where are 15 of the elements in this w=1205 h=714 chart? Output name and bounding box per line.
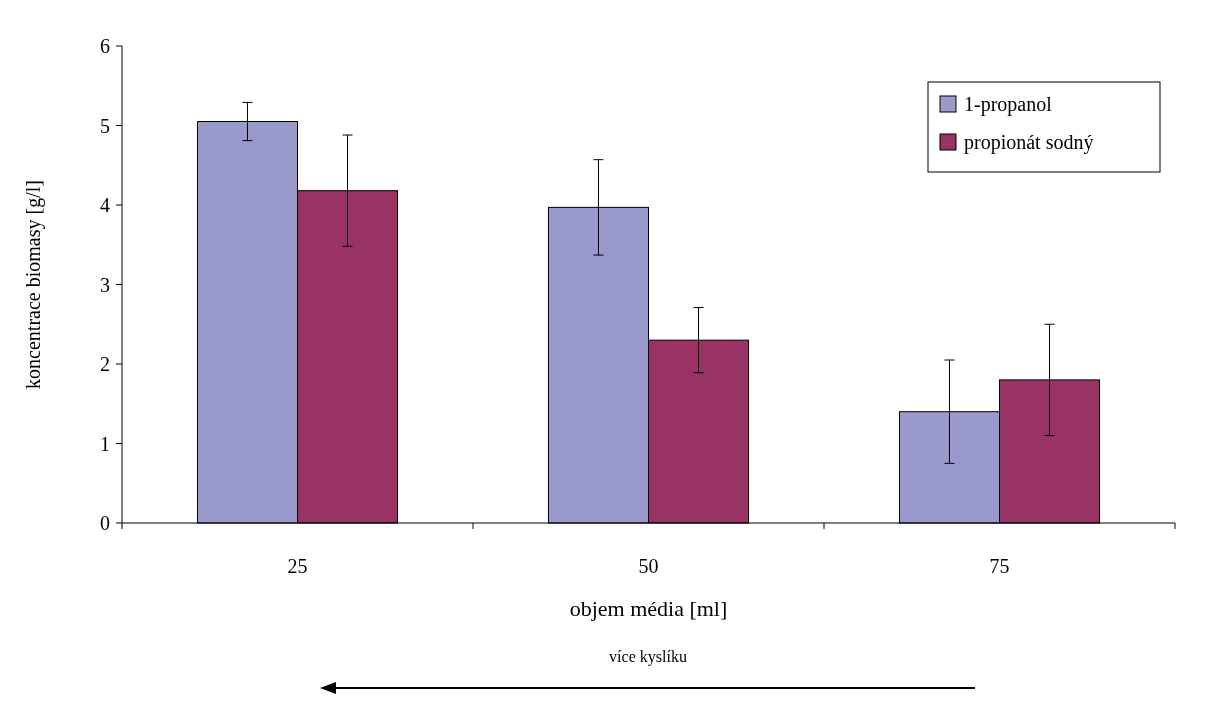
x-axis-title: objem média [ml] (569, 596, 728, 621)
y-tick-label: 0 (100, 512, 110, 534)
x-tick-label: 50 (638, 555, 659, 577)
y-tick-label: 2 (100, 353, 110, 375)
legend-label: 1-propanol (964, 93, 1053, 116)
y-axis-title: koncentrace biomasy [g/l] (22, 180, 45, 389)
legend-label: propionát sodný (964, 131, 1094, 154)
text: více kyslíku (609, 648, 687, 666)
y-tick-label: 6 (100, 35, 110, 57)
y-tick-label: 1 (100, 432, 110, 455)
x-tick-label: 75 (989, 555, 1010, 577)
y-tick-label: 3 (100, 273, 110, 296)
y-tick-label: 4 (100, 194, 110, 216)
x-tick-label: 25 (287, 555, 308, 577)
y-tick-label: 5 (100, 114, 110, 137)
